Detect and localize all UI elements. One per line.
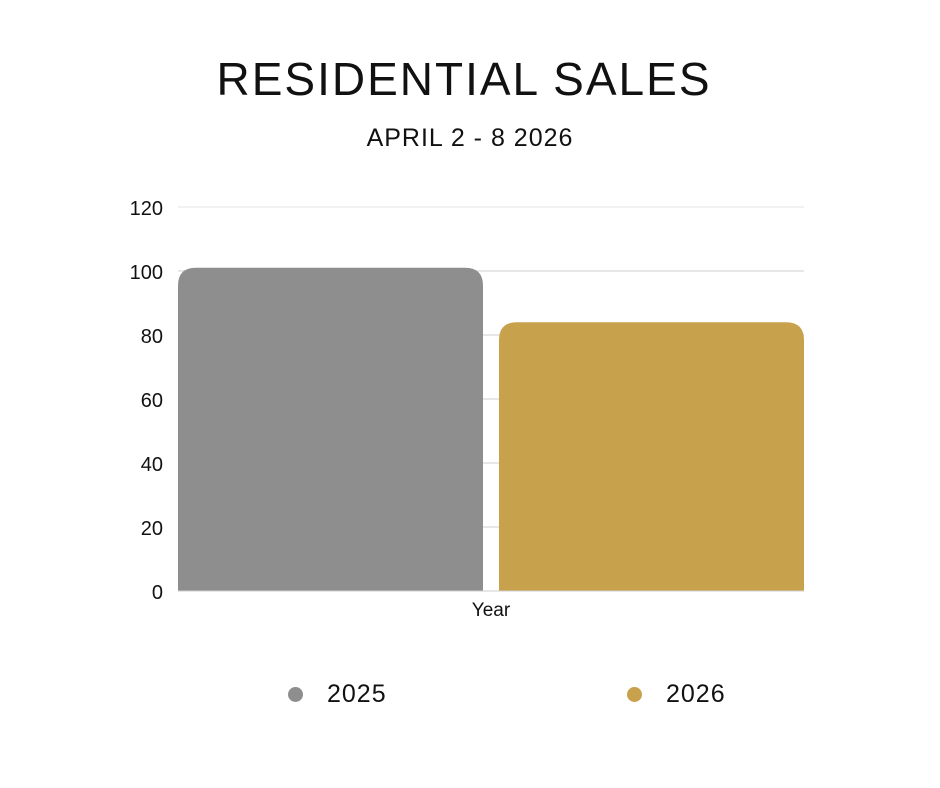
chart-title: RESIDENTIAL SALES — [216, 53, 712, 105]
y-tick-label-60: 60 — [141, 390, 163, 412]
legend-swatch-2026 — [627, 686, 642, 702]
y-tick-label-80: 80 — [141, 326, 163, 348]
legend-label-2025: 2025 — [327, 679, 387, 708]
legend-label-2026: 2026 — [666, 679, 726, 708]
legend-item-2026: 2026 — [627, 676, 726, 712]
y-tick-label-20: 20 — [141, 518, 163, 540]
y-tick-label-40: 40 — [141, 454, 163, 476]
bar-2025 — [178, 267, 483, 591]
x-axis-label: Year — [472, 600, 511, 621]
legend-item-2025: 2025 — [288, 676, 387, 712]
y-tick-label-0: 0 — [152, 582, 163, 604]
legend-swatch-2025 — [288, 686, 303, 702]
bar-chart: 0 20 40 60 80 100 120 Year — [130, 198, 804, 621]
y-tick-label-100: 100 — [130, 262, 163, 284]
bar-2026 — [499, 322, 804, 591]
y-tick-label-120: 120 — [130, 198, 163, 220]
chart-subtitle: APRIL 2 - 8 2026 — [366, 124, 574, 152]
